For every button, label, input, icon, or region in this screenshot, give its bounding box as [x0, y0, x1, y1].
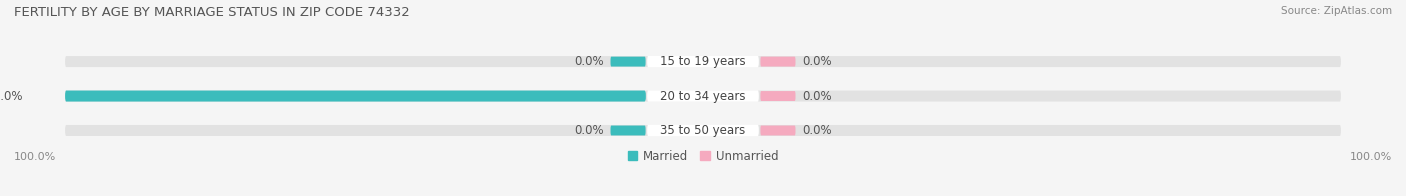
FancyBboxPatch shape	[647, 90, 759, 102]
FancyBboxPatch shape	[65, 91, 1341, 102]
FancyBboxPatch shape	[610, 91, 645, 101]
Text: 0.0%: 0.0%	[801, 90, 831, 103]
Text: 0.0%: 0.0%	[801, 55, 831, 68]
Text: 0.0%: 0.0%	[801, 124, 831, 137]
FancyBboxPatch shape	[610, 57, 645, 67]
FancyBboxPatch shape	[761, 91, 796, 101]
Text: FERTILITY BY AGE BY MARRIAGE STATUS IN ZIP CODE 74332: FERTILITY BY AGE BY MARRIAGE STATUS IN Z…	[14, 6, 409, 19]
Text: 100.0%: 100.0%	[1350, 152, 1392, 162]
FancyBboxPatch shape	[610, 125, 645, 135]
Text: 0.0%: 0.0%	[575, 55, 605, 68]
FancyBboxPatch shape	[65, 91, 645, 102]
FancyBboxPatch shape	[761, 57, 796, 67]
Text: 20 to 34 years: 20 to 34 years	[661, 90, 745, 103]
Text: 100.0%: 100.0%	[0, 90, 24, 103]
FancyBboxPatch shape	[647, 125, 759, 136]
Text: 0.0%: 0.0%	[575, 124, 605, 137]
Text: Source: ZipAtlas.com: Source: ZipAtlas.com	[1281, 6, 1392, 16]
Text: 15 to 19 years: 15 to 19 years	[661, 55, 745, 68]
FancyBboxPatch shape	[65, 56, 1341, 67]
Text: 35 to 50 years: 35 to 50 years	[661, 124, 745, 137]
Text: 100.0%: 100.0%	[14, 152, 56, 162]
FancyBboxPatch shape	[65, 125, 1341, 136]
FancyBboxPatch shape	[647, 56, 759, 67]
FancyBboxPatch shape	[761, 125, 796, 135]
Legend: Married, Unmarried: Married, Unmarried	[623, 145, 783, 167]
